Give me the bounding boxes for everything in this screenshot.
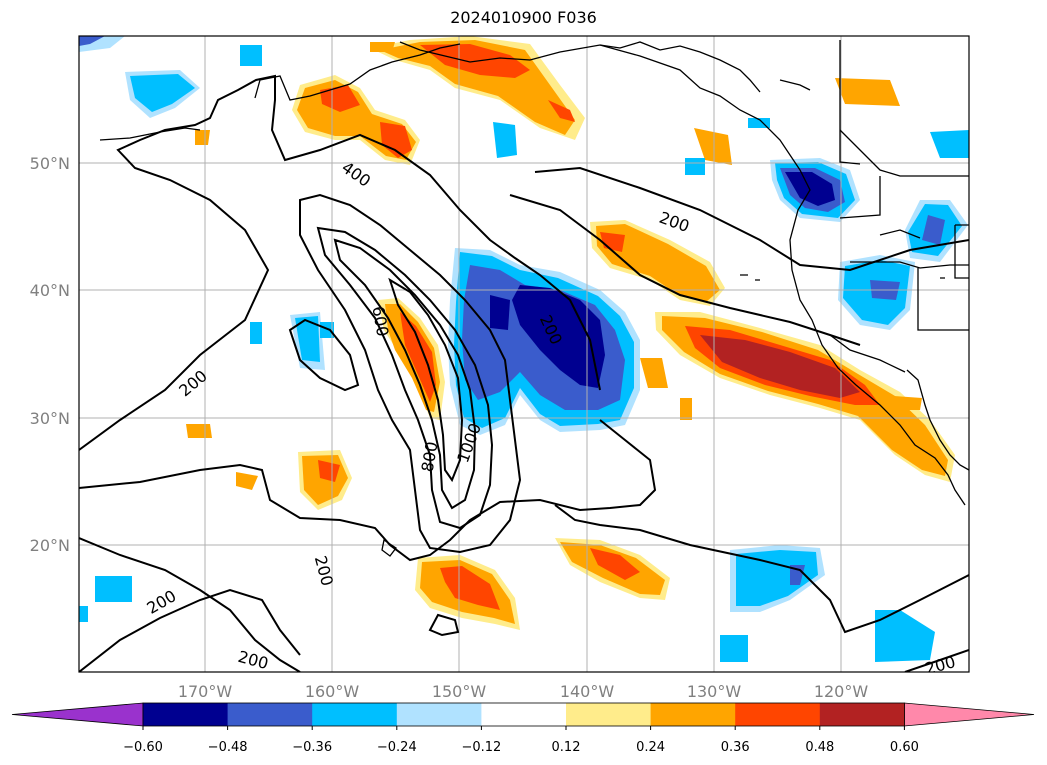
- colorbar-segment: [481, 703, 567, 726]
- colorbar-segment: [143, 703, 229, 726]
- colorbar-tick-label: 0.48: [805, 740, 834, 755]
- colorbar-segment: [227, 703, 313, 726]
- lon-label: 120°W: [814, 682, 869, 701]
- lon-label: 130°W: [687, 682, 742, 701]
- lon-label: 160°W: [305, 682, 360, 701]
- colorbar-tick-label: −0.24: [377, 740, 417, 755]
- colorbar-segment: [396, 703, 482, 726]
- lon-label: 140°W: [560, 682, 615, 701]
- map-frame: [78, 35, 970, 673]
- colorbar-tick-label: 0.60: [890, 740, 919, 755]
- colorbar-segment: [819, 703, 905, 726]
- lon-labels: 170°W 160°W 150°W 140°W 130°W 120°W: [178, 682, 869, 701]
- positive-anomaly-central: [186, 42, 922, 630]
- colorbar-segment: [735, 703, 821, 726]
- colorbar-tick-label: −0.60: [123, 740, 163, 755]
- positive-anomaly-alaska: [292, 36, 585, 165]
- colorbar-frame: [142, 702, 905, 727]
- lat-label: 40°N: [30, 281, 70, 300]
- colorbar-tick-label: 0.12: [552, 740, 581, 755]
- colorbar-tick-label: −0.48: [208, 740, 248, 755]
- colorbar: −0.60 −0.48 −0.36 −0.24 −0.12 0.12 0.24 0.36 0.4…: [11, 702, 1035, 755]
- colorbar-under-extension: [11, 702, 144, 727]
- colorbar-segment: [312, 703, 398, 726]
- lat-label: 20°N: [30, 536, 70, 555]
- map-title: 2024010900 F036: [450, 8, 597, 27]
- positive-anomaly-jet: [590, 220, 955, 482]
- colorbar-segment: [566, 703, 652, 726]
- coastlines: [99, 40, 969, 557]
- lat-labels: 50°N 40°N 30°N 20°N: [30, 154, 70, 555]
- lon-label: 170°W: [178, 682, 233, 701]
- colorbar-tick-label: 0.24: [636, 740, 665, 755]
- lat-label: 50°N: [30, 154, 70, 173]
- colorbar-segment: [650, 703, 736, 726]
- colorbar-tick-label: 0.36: [721, 740, 750, 755]
- graticule: [79, 36, 969, 672]
- lat-label: 30°N: [30, 409, 70, 428]
- contour-label: 200: [923, 652, 957, 678]
- negative-anomaly-central: [79, 36, 969, 662]
- contours: [79, 74, 969, 672]
- map-plot-area: 400 200 600 200 800 1000 200 200 200 200…: [79, 36, 969, 678]
- lon-label: 150°W: [432, 682, 487, 701]
- colorbar-tick-label: −0.12: [461, 740, 501, 755]
- colorbar-tick-label: −0.36: [292, 740, 332, 755]
- colorbar-over-extension: [904, 702, 1035, 727]
